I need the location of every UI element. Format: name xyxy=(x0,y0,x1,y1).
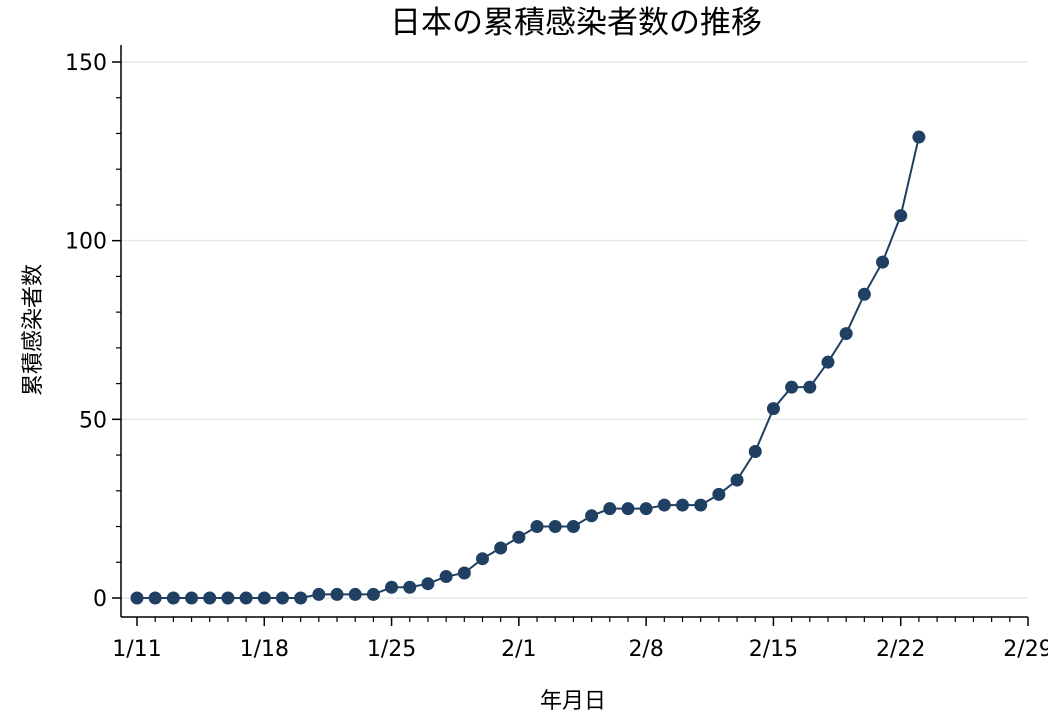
data-point xyxy=(440,570,453,583)
data-point xyxy=(258,592,271,605)
data-point xyxy=(203,592,216,605)
x-tick-label: 1/18 xyxy=(240,637,289,662)
data-point xyxy=(749,445,762,458)
data-point xyxy=(912,131,925,144)
data-point xyxy=(676,499,689,512)
y-tick-label: 150 xyxy=(65,51,107,76)
series-layer xyxy=(131,131,926,605)
data-point xyxy=(494,541,507,554)
data-point xyxy=(276,592,289,605)
data-point xyxy=(240,592,253,605)
x-tick-label: 2/1 xyxy=(501,637,536,662)
data-point xyxy=(476,552,489,565)
data-point xyxy=(658,499,671,512)
data-point xyxy=(621,502,634,515)
x-tick-label: 1/11 xyxy=(112,637,161,662)
data-point xyxy=(221,592,234,605)
chart-title: 日本の累積感染者数の推移 xyxy=(390,5,762,41)
y-tick-label: 50 xyxy=(79,408,107,433)
data-point xyxy=(349,588,362,601)
x-tick-label: 2/15 xyxy=(749,637,798,662)
data-point xyxy=(731,474,744,487)
data-point xyxy=(294,592,307,605)
data-point xyxy=(694,499,707,512)
data-point xyxy=(367,588,380,601)
data-point xyxy=(858,288,871,301)
data-point xyxy=(131,592,144,605)
data-point xyxy=(840,327,853,340)
data-point xyxy=(803,381,816,394)
data-point xyxy=(149,592,162,605)
data-point xyxy=(603,502,616,515)
axes: 0 50 100 150 1/11 1/18 1/25 2/1 2/8 2/15 2/22 2/29 xyxy=(65,45,1048,662)
x-tick-label: 2/8 xyxy=(628,637,663,662)
y-tick-label: 100 xyxy=(65,230,107,255)
data-point xyxy=(385,581,398,594)
data-point xyxy=(167,592,180,605)
x-tick-label: 2/22 xyxy=(876,637,925,662)
series-line xyxy=(137,137,919,598)
data-point xyxy=(712,488,725,501)
data-point xyxy=(531,520,544,533)
data-point xyxy=(767,402,780,415)
x-axis-label: 年月日 xyxy=(540,689,606,714)
y-axis-label: 累積感染者数 xyxy=(21,264,46,396)
data-point xyxy=(567,520,580,533)
data-point xyxy=(585,509,598,522)
data-point xyxy=(312,588,325,601)
y-tick-label: 0 xyxy=(93,587,107,612)
data-point xyxy=(421,577,434,590)
data-point xyxy=(876,256,889,269)
data-point xyxy=(458,566,471,579)
x-tick-label: 1/25 xyxy=(367,637,416,662)
data-point xyxy=(403,581,416,594)
gridlines xyxy=(121,62,1028,598)
x-tick-label: 2/29 xyxy=(1003,637,1048,662)
data-point xyxy=(549,520,562,533)
data-point xyxy=(821,356,834,369)
data-point xyxy=(785,381,798,394)
data-point xyxy=(331,588,344,601)
data-point xyxy=(512,531,525,544)
data-point xyxy=(185,592,198,605)
data-point xyxy=(640,502,653,515)
data-point xyxy=(894,209,907,222)
